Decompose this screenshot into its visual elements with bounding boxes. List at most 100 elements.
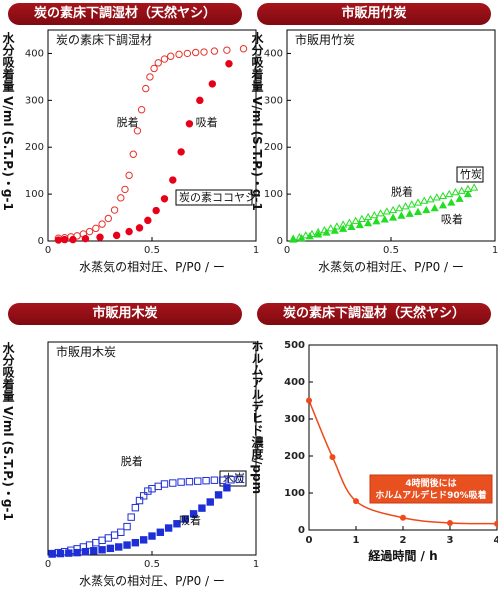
data-point	[96, 233, 104, 241]
series-annotation: 吸着	[196, 115, 218, 129]
x-tick-label: 0	[45, 559, 51, 570]
data-point	[156, 528, 165, 536]
data-point	[123, 522, 131, 531]
data-point	[90, 547, 98, 555]
data-point	[447, 519, 453, 526]
data-point	[144, 487, 152, 495]
data-point	[206, 498, 214, 506]
y-tick-label: 0	[298, 525, 305, 536]
data-point	[357, 214, 366, 223]
chart-coconut: 0 0.5 1 0 100 200 300 400 水蒸気の相対圧、P/P0 / ー 炭の素床下調…	[25, 29, 259, 274]
data-point	[314, 230, 323, 238]
series-annotation: 脱着	[391, 185, 413, 199]
data-point	[121, 185, 129, 194]
data-point	[400, 514, 406, 521]
panel-header: 市販用竹炭	[257, 3, 491, 25]
data-point	[470, 183, 479, 191]
x-axis-label: 経過時間 / h	[368, 548, 437, 563]
data-point	[289, 235, 298, 243]
data-point	[123, 541, 131, 549]
data-point	[92, 538, 100, 547]
x-tick-label: 0.5	[144, 245, 160, 256]
data-point	[110, 531, 119, 539]
data-point	[202, 476, 210, 485]
data-point	[364, 218, 373, 227]
data-point	[239, 45, 248, 53]
y-tick-label: 400	[284, 377, 305, 388]
callout-text: ホルムアルデヒド90%吸着	[375, 489, 486, 501]
data-point	[135, 224, 144, 232]
data-point	[208, 80, 217, 88]
data-point	[185, 477, 194, 486]
data-point	[372, 217, 381, 225]
data-point	[389, 213, 398, 221]
data-point	[445, 189, 454, 198]
x-tick-label: 0	[284, 245, 290, 256]
x-tick-label: 1	[353, 535, 360, 546]
data-point	[54, 236, 63, 244]
data-point	[154, 482, 162, 491]
data-point	[125, 171, 133, 180]
data-point	[189, 510, 198, 518]
data-point	[347, 222, 356, 230]
data-point	[139, 536, 148, 544]
y-tick-label: 0	[38, 236, 44, 247]
data-point	[146, 73, 154, 81]
data-point	[177, 148, 185, 156]
data-point	[131, 503, 140, 512]
legend-box-label: 竹炭	[460, 167, 482, 181]
data-point	[438, 201, 448, 209]
chart-bamboo: 0 0.5 1 0 100 200 300 400 水蒸気の相対圧、P/P0 / ー 市販用竹炭竹…	[264, 29, 498, 274]
y-tick-label: 200	[284, 451, 305, 462]
data-point	[92, 224, 100, 233]
data-point	[110, 206, 119, 214]
data-point	[98, 536, 106, 545]
data-point	[438, 191, 448, 200]
chart-title: 市販用木炭	[56, 344, 116, 359]
data-point	[160, 480, 169, 488]
data-point	[355, 220, 364, 229]
y-tick-label: 500	[284, 340, 305, 351]
data-point	[106, 544, 115, 553]
panel-bamboo-isotherm: 市販用竹炭 水分吸着量 V/ml (S.T.P.)・g-1 0 0.5 1 0 100 2…	[249, 0, 498, 300]
data-point	[125, 227, 133, 236]
series-annotation: 脱着	[117, 115, 139, 129]
data-point	[127, 513, 135, 521]
data-point	[56, 549, 65, 558]
series-annotation: 吸着	[179, 513, 201, 527]
data-point	[173, 520, 181, 528]
x-axis-label: 水蒸気の相対圧、P/P0 / ー	[79, 573, 225, 588]
x-tick-label: 1	[253, 245, 259, 256]
y-tick-label: 100	[284, 488, 305, 499]
data-point	[364, 212, 373, 221]
x-axis-label: 水蒸気の相対圧、P/P0 / ー	[79, 259, 225, 274]
data-point	[332, 222, 341, 230]
data-point	[150, 64, 158, 73]
data-point	[322, 228, 331, 236]
y-tick-label: 300	[25, 95, 44, 106]
data-point	[305, 232, 314, 240]
data-point	[117, 194, 125, 202]
plot-frame	[47, 341, 257, 556]
data-point	[407, 200, 416, 208]
y-tick-label: 200	[25, 142, 44, 153]
y-axis-label: 水分吸着量 V/ml (S.T.P.)・g-1	[1, 32, 15, 211]
data-point	[98, 546, 106, 554]
x-tick-label: 0.5	[144, 559, 160, 570]
data-point	[219, 476, 227, 484]
data-point	[353, 498, 359, 505]
data-point	[131, 538, 140, 547]
data-point	[191, 48, 200, 57]
data-point	[104, 534, 113, 542]
data-point	[420, 196, 429, 204]
series-annotation: 脱着	[121, 454, 143, 468]
data-point	[430, 203, 439, 212]
data-point	[198, 504, 206, 512]
panel-formaldehyde: 炭の素床下調湿材（天然ヤシ） ホルムアルデヒド濃度/ppm 0 1 2 3 4 0 100 2…	[249, 300, 498, 600]
data-point	[117, 528, 125, 536]
data-point	[169, 479, 177, 487]
data-point	[112, 231, 121, 240]
data-point	[181, 515, 189, 523]
data-point	[185, 120, 194, 128]
x-tick-label: 2	[400, 535, 407, 546]
